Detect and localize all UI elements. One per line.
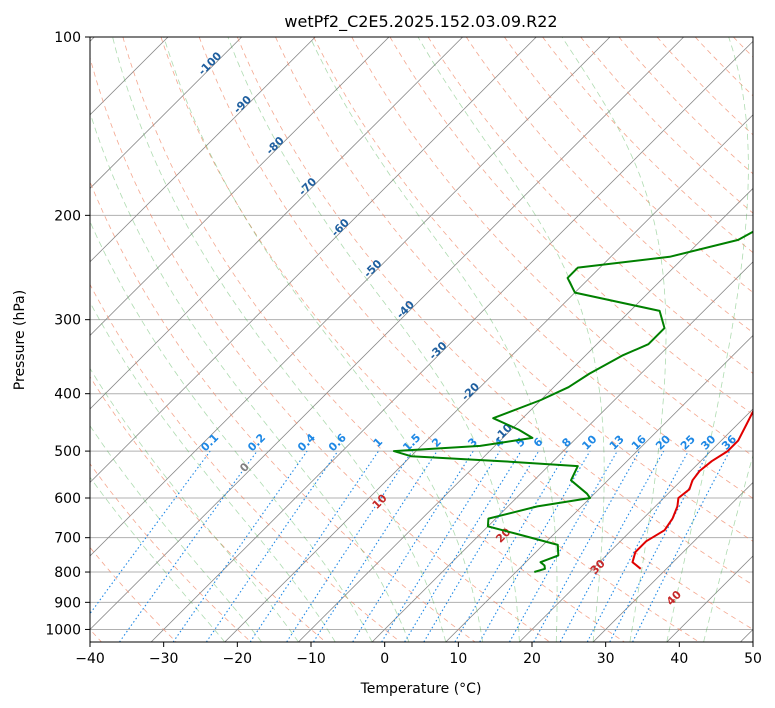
- mixing-ratio-line: [286, 450, 413, 642]
- data-series: [392, 230, 753, 573]
- dry-adiabat: [90, 463, 252, 642]
- x-tick-label: −30: [149, 651, 179, 667]
- x-tick-label: 40: [670, 651, 688, 667]
- moist-adiabat: [703, 454, 753, 642]
- y-tick-label: 100: [54, 30, 81, 46]
- x-tick-label: 20: [523, 651, 541, 667]
- moist-adiabat: [561, 37, 667, 642]
- moist-adiabat: [163, 37, 483, 642]
- background-lines: [90, 37, 775, 642]
- mixing-ratio-line: [559, 450, 665, 642]
- isotherm-line: [90, 37, 316, 263]
- isotherm-line: [224, 114, 753, 642]
- mixing-ratio-line: [632, 450, 731, 642]
- moist-adiabat: [666, 37, 749, 642]
- mixing-ratio-line: [90, 450, 211, 615]
- moist-adiabat: [227, 37, 520, 642]
- mixing-ratio-line: [313, 450, 438, 642]
- plot-area: [90, 37, 753, 642]
- mixing-ratio-line: [172, 450, 308, 642]
- x-tick-label: 30: [597, 651, 615, 667]
- x-tick-label: −20: [223, 651, 253, 667]
- y-axis: 100 200 300 400 500 600 700 800 900 1000: [45, 30, 90, 638]
- x-tick-label: −40: [75, 651, 105, 667]
- chart-title: wetPf2_C2E5.2025.152.03.09.R22: [284, 12, 557, 32]
- x-axis: −40 −30 −20 −10 0 10 20 30 40 50: [75, 642, 762, 667]
- temperature-line: [631, 409, 753, 570]
- moist-adiabat: [90, 367, 299, 642]
- x-tick-label: 50: [744, 651, 762, 667]
- isotherm-line: [90, 37, 611, 557]
- x-tick-label: 10: [449, 651, 467, 667]
- y-tick-label: 200: [54, 208, 81, 224]
- y-tick-label: 600: [54, 491, 81, 507]
- isotherm-line: [592, 481, 753, 642]
- isotherm-line: [90, 37, 684, 630]
- moist-adiabat: [90, 220, 373, 642]
- dry-adiabat: [351, 37, 753, 457]
- x-axis-label: Temperature (°C): [360, 681, 482, 697]
- mixing-ratio-line: [205, 450, 339, 642]
- isotherm-line: [90, 37, 390, 336]
- dry-adiabat: [122, 37, 625, 642]
- isotherm-line: [519, 408, 753, 642]
- plot-frame: [89, 36, 754, 643]
- dry-adiabat: [198, 37, 753, 630]
- y-tick-label: 400: [54, 387, 81, 403]
- mixing-ratio-line: [509, 450, 618, 642]
- isotherm-line: [90, 37, 537, 483]
- mixing-ratio-line: [381, 450, 501, 642]
- isotherm-line: [150, 40, 753, 642]
- dry-adiabat: [160, 37, 700, 642]
- x-tick-label: −10: [296, 651, 326, 667]
- y-tick-label: 300: [54, 313, 81, 329]
- moist-adiabat: [90, 476, 226, 642]
- plot-background: [90, 37, 753, 642]
- isotherm-line: [90, 37, 242, 189]
- dry-adiabat: [465, 37, 753, 334]
- dry-adiabat: [389, 37, 753, 415]
- y-axis-label: Pressure (hPa): [12, 290, 28, 390]
- dry-adiabat: [236, 37, 753, 586]
- y-tick-label: 700: [54, 531, 81, 547]
- mixing-ratio-line: [404, 450, 522, 642]
- mixing-ratio-line: [533, 450, 640, 642]
- moist-adiabat: [90, 425, 262, 642]
- moist-adiabat: [90, 111, 410, 642]
- isotherm-line: [371, 261, 753, 642]
- dry-adiabat: [90, 56, 550, 642]
- dry-adiabat: [90, 283, 401, 642]
- mixing-ratio-line: [249, 450, 379, 642]
- moist-adiabat: [112, 37, 447, 642]
- mixing-ratio-line: [352, 450, 474, 642]
- x-tick-label: 0: [380, 651, 389, 667]
- isotherm-line: [298, 187, 753, 642]
- y-tick-label: 800: [54, 565, 81, 581]
- dry-adiabat: [427, 37, 753, 374]
- dry-adiabat: [772, 37, 775, 642]
- mixing-ratio-line: [119, 450, 258, 642]
- dry-adiabat: [580, 37, 753, 214]
- dry-adiabat: [504, 37, 753, 293]
- dry-adiabat: [618, 37, 753, 175]
- y-tick-label: 900: [54, 595, 81, 611]
- isotherm-line: [90, 37, 463, 410]
- y-tick-label: 500: [54, 444, 81, 460]
- y-tick-label: 1000: [45, 622, 81, 638]
- moist-adiabat: [309, 37, 558, 642]
- dewpoint-line: [392, 230, 753, 573]
